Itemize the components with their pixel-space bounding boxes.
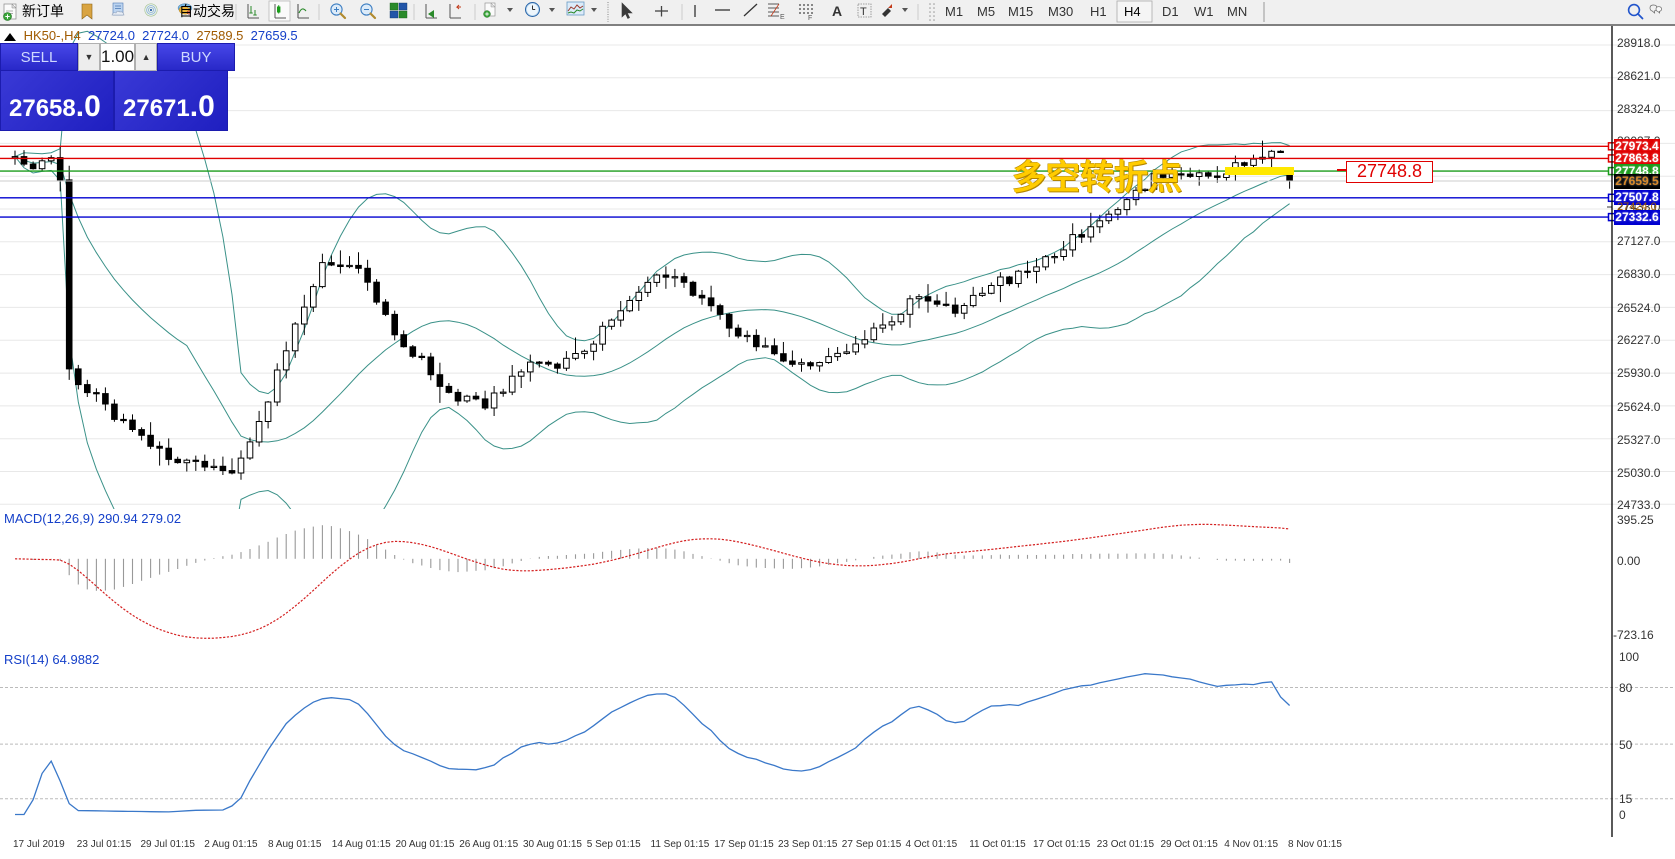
svg-text:M30: M30 (1048, 4, 1073, 19)
svg-text:自动交易: 自动交易 (179, 3, 235, 19)
svg-text:M5: M5 (977, 4, 995, 19)
svg-text:H4: H4 (1124, 4, 1141, 19)
svg-text:MN: MN (1227, 4, 1247, 19)
svg-text:D1: D1 (1162, 4, 1179, 19)
svg-text:A: A (832, 3, 842, 19)
svg-text:H1: H1 (1090, 4, 1107, 19)
svg-text:M15: M15 (1008, 4, 1033, 19)
svg-text:W1: W1 (1194, 4, 1214, 19)
svg-text:T: T (860, 6, 867, 18)
svg-text:M1: M1 (945, 4, 963, 19)
svg-text:新订单: 新订单 (22, 3, 64, 19)
svg-text:E: E (780, 14, 785, 21)
svg-text:F: F (808, 15, 812, 22)
